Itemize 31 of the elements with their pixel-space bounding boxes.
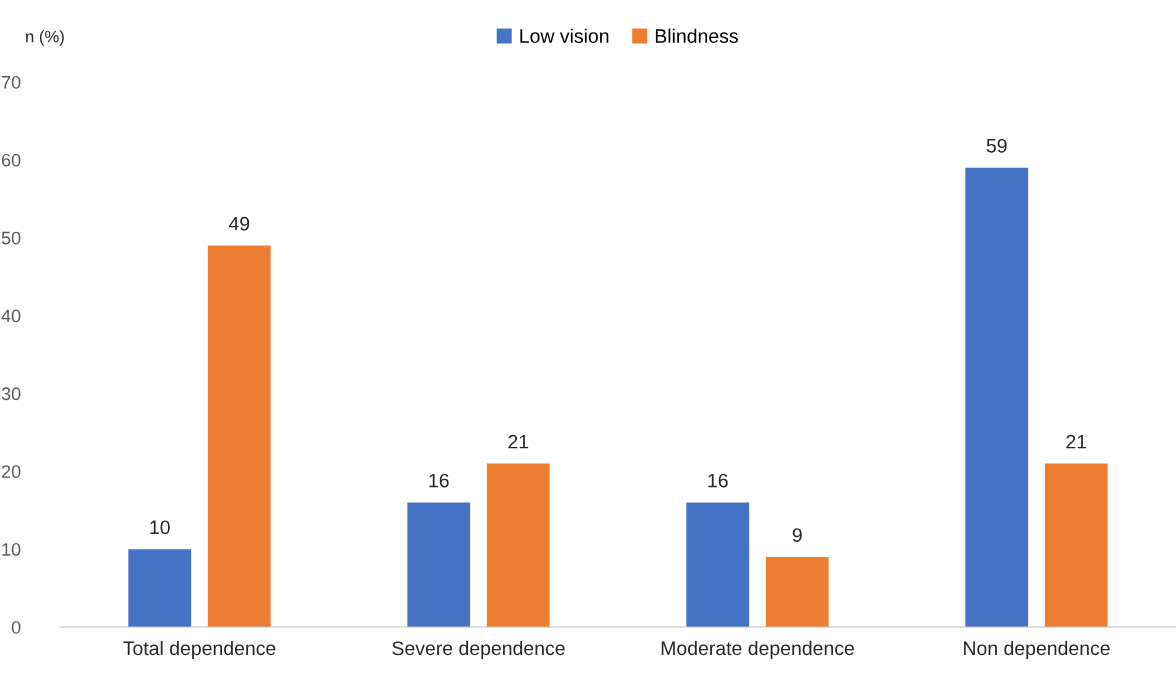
data-label: 16: [429, 473, 449, 488]
legend-label: Blindness: [655, 28, 738, 43]
y-tick-label: 20: [1, 465, 21, 479]
data-label: 16: [708, 473, 728, 488]
y-tick-label: 0: [11, 620, 21, 634]
data-label: 10: [150, 520, 170, 535]
y-tick-label: 70: [1, 75, 21, 89]
y-tick-label: 10: [2, 543, 21, 556]
data-label: 9: [792, 528, 802, 542]
x-tick-label: Severe dependence: [392, 640, 565, 660]
x-tick-label: Non dependence: [964, 640, 1110, 660]
x-tick-label: Total dependence: [123, 640, 276, 660]
y-axis-title: n (%): [26, 30, 64, 46]
bar: [128, 549, 192, 627]
bar: [686, 502, 750, 627]
x-tick-label: Moderate dependence: [661, 640, 854, 660]
data-label: 21: [1066, 434, 1087, 449]
legend-label: Low vision: [520, 28, 609, 43]
bar: [965, 167, 1029, 627]
y-tick-label: 60: [1, 153, 21, 167]
data-label: 59: [986, 138, 1007, 153]
data-label: 49: [228, 216, 250, 231]
data-label: 21: [508, 434, 529, 449]
bar: [1044, 463, 1108, 627]
y-tick-label: 50: [1, 231, 21, 245]
bar: [207, 245, 271, 627]
bar: [765, 556, 829, 627]
bar: [486, 463, 550, 627]
y-tick-label: 40: [1, 309, 21, 323]
y-tick-label: 30: [1, 387, 21, 401]
bar: [407, 502, 471, 627]
